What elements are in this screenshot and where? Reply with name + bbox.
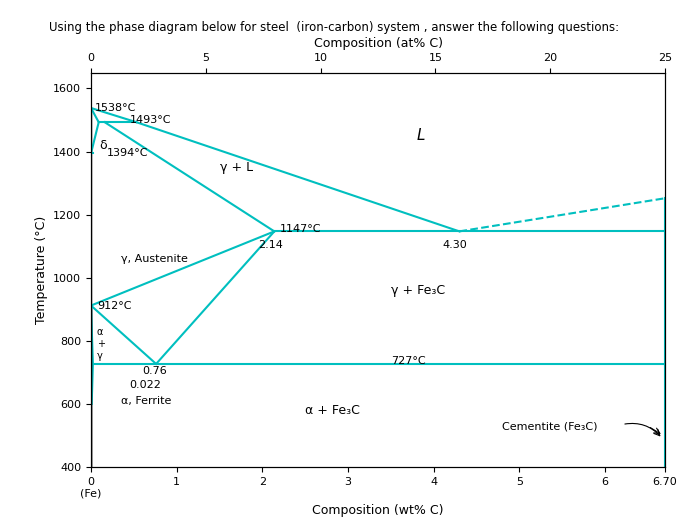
Text: γ + Fe₃C: γ + Fe₃C (391, 284, 445, 297)
Text: 1493°C: 1493°C (130, 115, 171, 125)
Text: 1394°C: 1394°C (106, 148, 148, 158)
Text: α
+
γ: α + γ (97, 327, 105, 361)
Y-axis label: Temperature (°C): Temperature (°C) (34, 216, 48, 324)
Text: 0.022: 0.022 (130, 380, 162, 390)
Text: 4.30: 4.30 (442, 240, 467, 250)
X-axis label: Composition (wt% C): Composition (wt% C) (312, 504, 444, 517)
X-axis label: Composition (at% C): Composition (at% C) (314, 37, 442, 50)
Text: Using the phase diagram below for steel  (iron-carbon) system , answer the follo: Using the phase diagram below for steel … (49, 21, 619, 34)
Text: 2.14: 2.14 (258, 240, 283, 250)
Text: 727°C: 727°C (391, 356, 426, 366)
Text: δ: δ (99, 139, 107, 152)
Text: Cementite (Fe₃C): Cementite (Fe₃C) (502, 421, 598, 431)
Text: 1147°C: 1147°C (279, 224, 321, 234)
Text: α, Ferrite: α, Ferrite (121, 396, 172, 406)
Text: 912°C: 912°C (97, 301, 132, 310)
Text: L: L (416, 128, 425, 143)
Text: 0.76: 0.76 (142, 366, 167, 376)
Text: α + Fe₃C: α + Fe₃C (305, 404, 360, 417)
Text: γ + L: γ + L (220, 161, 253, 174)
Text: 1538°C: 1538°C (95, 103, 136, 113)
Text: γ, Austenite: γ, Austenite (121, 254, 188, 264)
